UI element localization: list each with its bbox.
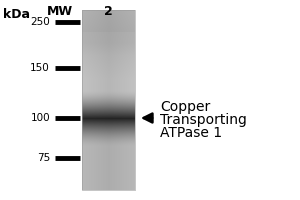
Text: MW: MW	[47, 5, 73, 18]
Text: 150: 150	[30, 63, 50, 73]
Text: 100: 100	[30, 113, 50, 123]
Text: Copper: Copper	[160, 100, 210, 114]
Text: kDa: kDa	[3, 8, 30, 21]
Bar	[82, 10, 135, 190]
Text: 250: 250	[30, 17, 50, 27]
Text: 2: 2	[103, 5, 112, 18]
Text: ATPase 1: ATPase 1	[160, 126, 222, 140]
Text: 75: 75	[37, 153, 50, 163]
Text: Transporting: Transporting	[160, 113, 247, 127]
